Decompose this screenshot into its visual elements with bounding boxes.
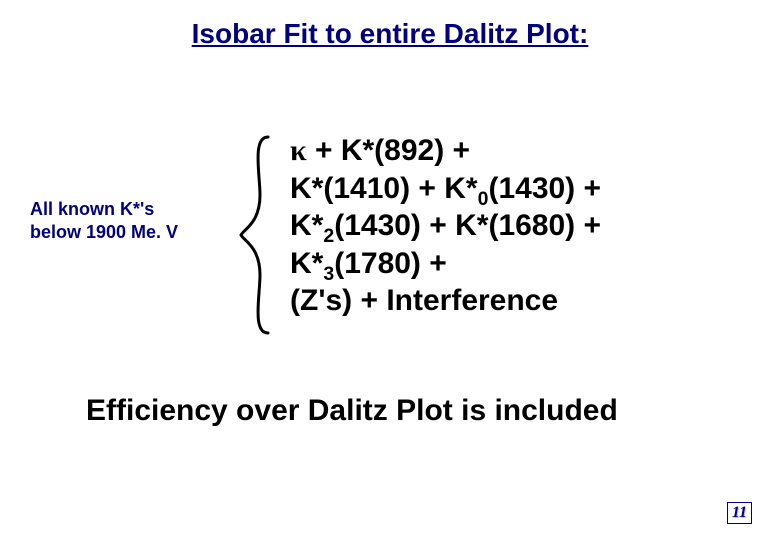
formula-l3-a: K*	[290, 209, 323, 242]
kappa-symbol: κ	[290, 134, 307, 167]
formula-line-3: K*2(1430) + K*(1680) +	[290, 207, 760, 245]
formula-l4-a: K*	[290, 247, 323, 280]
brace-path	[241, 137, 268, 333]
left-annotation: All known K*'s below 1900 Me. V	[30, 198, 220, 243]
formula-l2-a: K*(1410) + K*	[290, 172, 478, 205]
formula-l3-sub: 2	[323, 225, 334, 247]
formula-l3-b: (1430) + K*(1680) +	[334, 209, 601, 242]
formula-line-4: K*3(1780) +	[290, 245, 760, 283]
page-number: 11	[727, 502, 752, 524]
formula-l2-b: (1430) +	[488, 172, 601, 205]
left-annotation-line1: All known K*'s	[30, 199, 154, 219]
efficiency-note: Efficiency over Dalitz Plot is included	[86, 394, 618, 428]
slide-title: Isobar Fit to entire Dalitz Plot:	[0, 18, 780, 50]
left-annotation-line2: below 1900 Me. V	[30, 222, 178, 242]
formula-line-2: K*(1410) + K*0(1430) +	[290, 170, 760, 208]
formula-l4-b: (1780) +	[334, 247, 447, 280]
formula-line-1: κ + K*(892) +	[290, 132, 760, 170]
formula-line-5: (Z's) + Interference	[290, 282, 760, 320]
formula-block: κ + K*(892) + K*(1410) + K*0(1430) + K*2…	[290, 132, 760, 320]
curly-brace-icon	[238, 135, 274, 335]
formula-l1-tail: + K*(892) +	[307, 134, 470, 167]
